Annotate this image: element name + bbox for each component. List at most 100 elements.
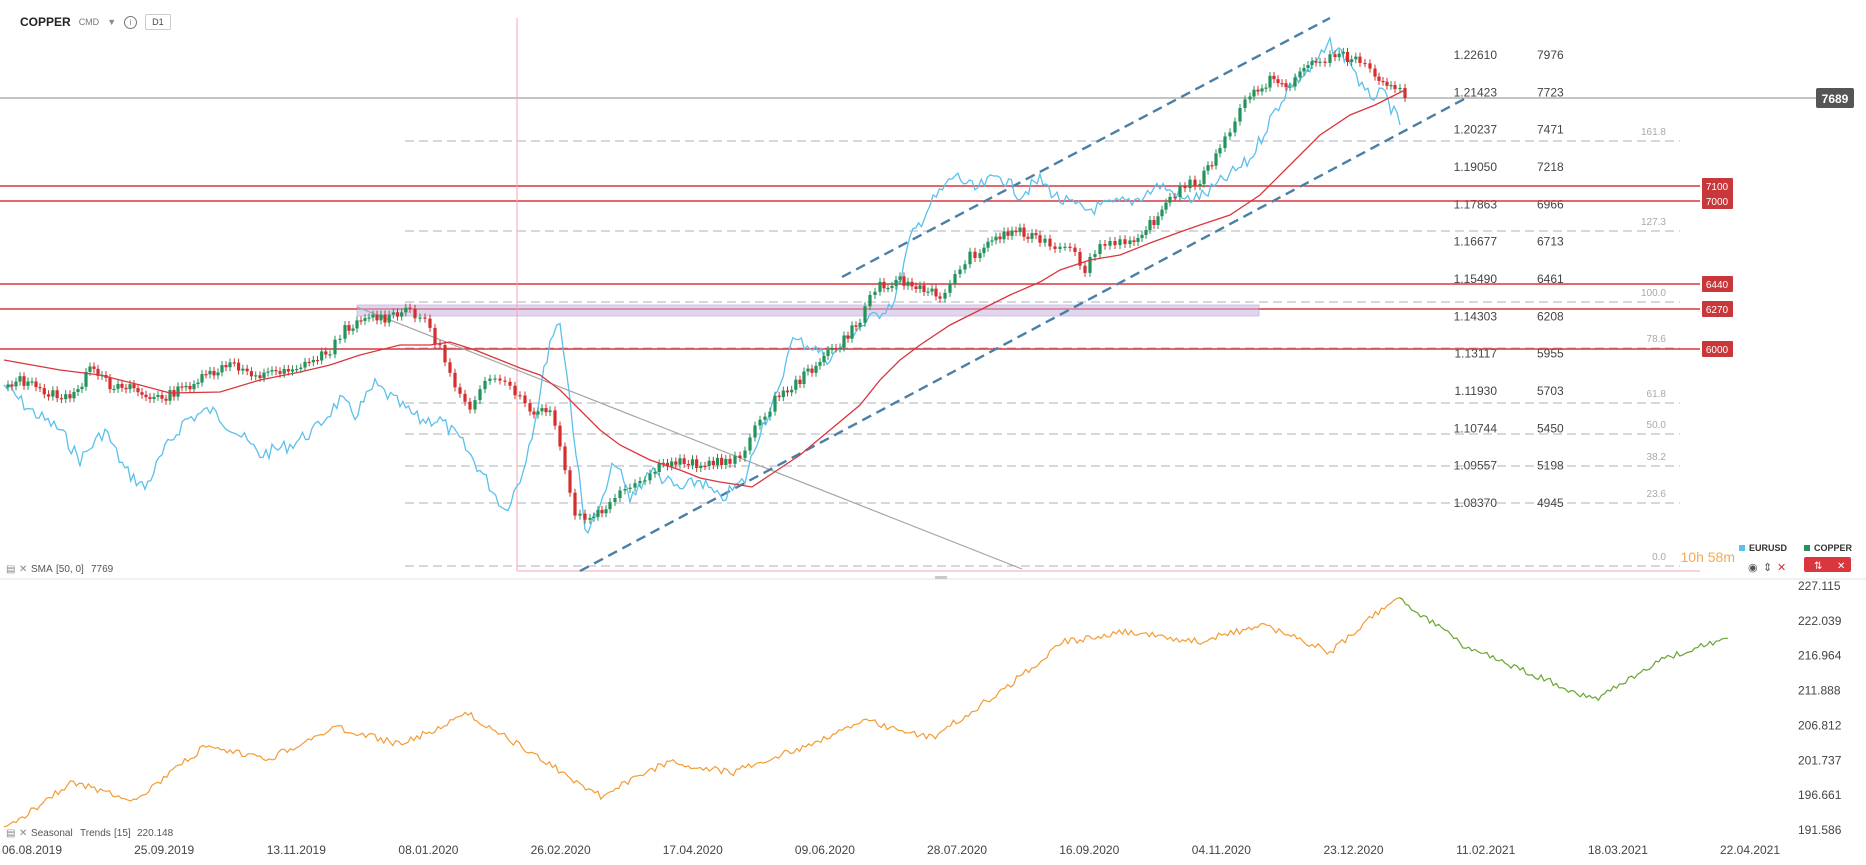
x-axis-label: 11.02.2021 <box>1456 843 1515 857</box>
candle-body <box>1168 196 1172 203</box>
candle-body <box>613 498 617 503</box>
seasonal-axis-label: 201.737 <box>1798 753 1842 767</box>
candle-body <box>653 472 657 474</box>
candle-body <box>200 374 204 383</box>
candle-body <box>790 389 794 393</box>
symbol-dropdown-icon[interactable]: ▼ <box>107 17 117 27</box>
candle-body <box>592 516 596 518</box>
candle-body <box>578 513 582 516</box>
candle-body <box>1193 179 1197 187</box>
indicator-seasonal-value: 220.148 <box>137 828 174 839</box>
symbol-name[interactable]: COPPER <box>20 15 71 29</box>
candle-body <box>638 480 642 484</box>
candle-body <box>540 408 544 412</box>
candle-body <box>1073 247 1077 253</box>
candle-body <box>363 318 367 321</box>
candle-body <box>282 368 286 374</box>
candle-body <box>212 370 216 376</box>
candle-body <box>748 437 752 451</box>
candle-body <box>1323 61 1327 63</box>
legend-label-copper: COPPER <box>1814 543 1853 553</box>
candle-body <box>1233 121 1237 133</box>
symbol-type: CMD <box>78 17 100 27</box>
price-axis-label-copper: 6713 <box>1537 235 1564 249</box>
candle-body <box>758 419 762 426</box>
timeframe-select[interactable]: D1 <box>145 14 171 30</box>
candle-body <box>695 459 699 468</box>
candle-body <box>108 377 112 390</box>
candle-body <box>715 457 720 466</box>
candle-body <box>1103 244 1107 246</box>
candle-body <box>1228 132 1232 137</box>
candle-body <box>168 390 172 401</box>
channel-upper <box>841 16 1331 279</box>
candle-body <box>1264 87 1268 89</box>
candle-body <box>262 372 266 379</box>
resistance-tag-bg <box>1702 193 1733 209</box>
candle-body <box>1314 61 1318 63</box>
candle-body <box>328 354 332 356</box>
candle-body <box>618 490 622 499</box>
price-axis-label-copper: 7471 <box>1537 123 1564 137</box>
candle-body <box>1341 51 1345 54</box>
fib-level-label: 161.8 <box>1641 127 1666 138</box>
candle-body <box>84 371 88 387</box>
candle-body <box>608 502 612 510</box>
candle-body <box>51 390 55 397</box>
indicator-sma-params: [50, 0] <box>56 564 84 575</box>
candle-body <box>152 396 156 399</box>
fib-level-label: 78.6 <box>1647 334 1667 345</box>
x-axis-label: 17.04.2020 <box>663 843 723 857</box>
candle-body <box>433 327 437 345</box>
candle-body <box>1328 54 1332 63</box>
x-axis-label: 25.09.2019 <box>134 843 194 857</box>
resistance-tag-bg <box>1702 178 1733 194</box>
candle-body <box>443 345 447 363</box>
candle-body <box>596 509 600 517</box>
copper-badge-close-icon: ✕ <box>1837 561 1845 572</box>
candle-body <box>192 384 196 390</box>
candle-body <box>64 394 68 400</box>
candle-body <box>536 411 540 415</box>
candle-body <box>699 465 703 468</box>
candle-body <box>1276 79 1280 84</box>
copper-badge-bg <box>1804 557 1851 572</box>
copper-badge-icon: ⇅ <box>1814 561 1822 572</box>
candle-body <box>478 389 482 401</box>
candle-body <box>810 368 814 373</box>
info-icon[interactable]: i <box>124 15 138 29</box>
candle-body <box>1214 153 1218 166</box>
candle-body <box>383 314 387 323</box>
candle-body <box>628 487 632 490</box>
candle-body <box>1144 230 1148 235</box>
candle-body <box>307 361 311 364</box>
series-line-eurusd <box>3 35 1401 535</box>
candle-body <box>1337 53 1341 58</box>
candle-body <box>160 395 164 399</box>
candle-body <box>814 365 818 373</box>
price-axis-label-copper: 4945 <box>1537 496 1564 510</box>
candle-body <box>338 338 342 341</box>
candle-body <box>311 359 315 363</box>
resistance-tag-bg <box>1702 341 1733 357</box>
eye-icon: ◉ <box>1748 562 1758 574</box>
candle-body <box>124 387 128 390</box>
candle-body <box>532 411 536 415</box>
seasonal-axis-label: 216.964 <box>1798 649 1842 663</box>
candle-body <box>922 285 926 292</box>
candle-body <box>1043 238 1047 243</box>
candle-body <box>826 350 830 356</box>
candle-body <box>882 281 886 289</box>
price-axis-label-eurusd: 1.17863 <box>1454 197 1498 211</box>
candle-body <box>1389 85 1393 87</box>
candle-body <box>1288 86 1292 88</box>
candle-body <box>1136 237 1140 242</box>
price-axis-label-eurusd: 1.14303 <box>1454 309 1498 323</box>
candle-body <box>1006 231 1010 236</box>
price-axis-label-copper: 7976 <box>1537 48 1564 62</box>
candle-body <box>643 480 647 482</box>
x-axis-label: 28.07.2020 <box>927 843 987 857</box>
candle-body <box>92 366 96 369</box>
candle-body <box>842 335 846 348</box>
